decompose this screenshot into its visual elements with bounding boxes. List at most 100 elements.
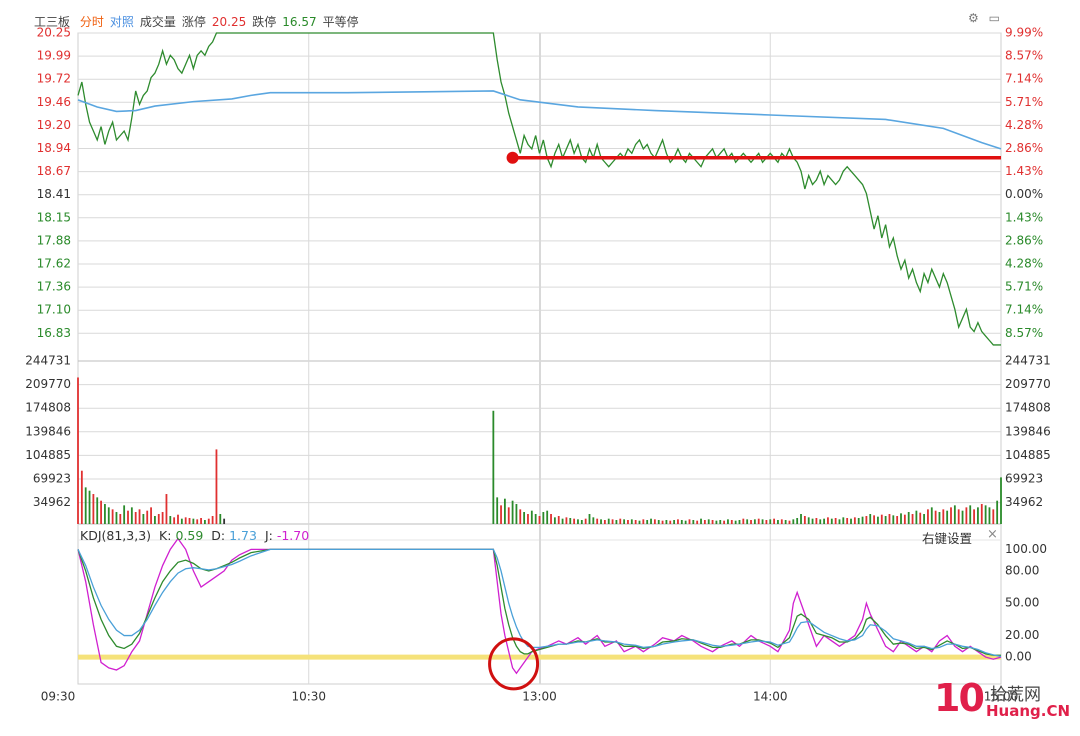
volume-bar (223, 518, 226, 524)
volume-bar (769, 519, 772, 524)
volume-bar (107, 507, 110, 524)
support-dot (506, 151, 519, 164)
volume-bar (173, 517, 176, 524)
volume-tick-left: 69923 (33, 472, 71, 486)
volume-bar (734, 520, 737, 524)
volume-bar (919, 512, 922, 524)
volume-bar (669, 520, 672, 524)
volume-bar (530, 510, 533, 524)
volume-bar (942, 509, 945, 524)
volume-bar (857, 518, 860, 524)
price-tick-right: 7.14% (1005, 303, 1043, 317)
time-tick: 10:30 (291, 690, 326, 704)
volume-bar (588, 514, 591, 524)
volume-bar (146, 510, 149, 524)
volume-bar (930, 507, 933, 524)
volume-bar (546, 510, 549, 524)
volume-bar (823, 518, 825, 524)
volume-bar (538, 516, 541, 524)
volume-bar (177, 514, 179, 524)
volume-bar (907, 512, 910, 524)
volume-bar (780, 519, 783, 524)
volume-bar (561, 518, 564, 524)
volume-bar (119, 514, 122, 524)
volume-bar (707, 519, 710, 524)
kdj-settings-button[interactable]: 右键设置 (922, 531, 973, 546)
volume-bar (950, 507, 952, 524)
volume-bar (84, 487, 87, 524)
volume-bar (196, 519, 199, 524)
price-tick-right: 8.57% (1005, 49, 1043, 63)
price-line (77, 32, 1001, 346)
volume-bar (650, 518, 652, 524)
volume-bar (142, 514, 145, 524)
volume-bar (715, 520, 718, 524)
kdj-tick-right: 100.00 (1005, 542, 1047, 556)
volume-bar (619, 518, 622, 524)
settings-icon[interactable]: ⚙ (968, 11, 979, 25)
price-tick-left: 19.20 (37, 118, 71, 132)
kdj-d-label: D: (211, 528, 226, 543)
volume-bar (761, 519, 764, 524)
kdj-line-j (77, 548, 1002, 658)
price-tick-right: 2.86% (1005, 141, 1043, 155)
volume-bar (630, 519, 633, 524)
volume-bar (115, 512, 118, 524)
volume-bar (788, 520, 791, 524)
time-tick: 09:30 (41, 690, 76, 704)
volume-bar (496, 497, 499, 524)
volume-bar (500, 505, 502, 524)
volume-bar (507, 507, 510, 524)
price-tick-right: 9.99% (1005, 26, 1043, 40)
volume-bar (796, 518, 799, 524)
volume-bar (503, 498, 506, 524)
volume-tick-right: 69923 (1005, 472, 1043, 486)
window-icon[interactable]: ▭ (988, 11, 1000, 25)
header-item-6: 16.57 (282, 15, 317, 29)
volume-bar (100, 500, 102, 524)
volume-tick-left: 104885 (25, 448, 71, 462)
header-item-2: 成交量 (139, 15, 176, 29)
volume-tick-left: 209770 (25, 377, 71, 391)
price-tick-left: 19.72 (37, 72, 71, 86)
kdj-close-icon[interactable]: × (987, 527, 998, 542)
volume-bar (957, 509, 960, 524)
time-tick: 13:00 (522, 690, 557, 704)
volume-bar (750, 520, 752, 524)
volume-bar (865, 516, 868, 524)
volume-bar (977, 507, 979, 524)
volume-bar (742, 518, 745, 524)
volume-bar (627, 520, 629, 524)
volume-bar (892, 515, 895, 524)
volume-bar (980, 504, 983, 524)
volume-bar (188, 518, 191, 524)
kdj-header: KDJ(81,3,3) K: 0.59 D: 1.73 J: -1.70 (80, 528, 313, 543)
volume-bar (946, 510, 949, 524)
volume-bar (803, 516, 806, 524)
kdj-j-value: -1.70 (276, 528, 310, 543)
volume-bar (792, 519, 795, 524)
volume-bar (727, 519, 729, 524)
volume-tick-right: 34962 (1005, 495, 1043, 509)
volume-tick-left: 34962 (33, 495, 71, 509)
time-tick: 14:00 (753, 690, 788, 704)
volume-bar (134, 512, 137, 524)
kdj-j-label: J: (264, 528, 273, 543)
kdj-tick-right: 50.00 (1005, 596, 1039, 610)
volume-bar (730, 520, 733, 524)
volume-bar (515, 504, 518, 524)
kdj-params: KDJ(81,3,3) (80, 528, 152, 543)
volume-bar (92, 494, 95, 524)
volume-bar (215, 449, 218, 524)
volume-bar (869, 514, 872, 524)
price-tick-left: 17.62 (37, 257, 71, 271)
volume-bar (853, 517, 856, 524)
volume-bar (200, 518, 202, 524)
volume-bar (211, 516, 214, 524)
volume-bar (673, 520, 676, 524)
kdj-k-value: 0.59 (175, 528, 204, 543)
volume-bar (150, 507, 152, 524)
volume-bar (830, 518, 833, 524)
volume-bar (642, 519, 645, 524)
